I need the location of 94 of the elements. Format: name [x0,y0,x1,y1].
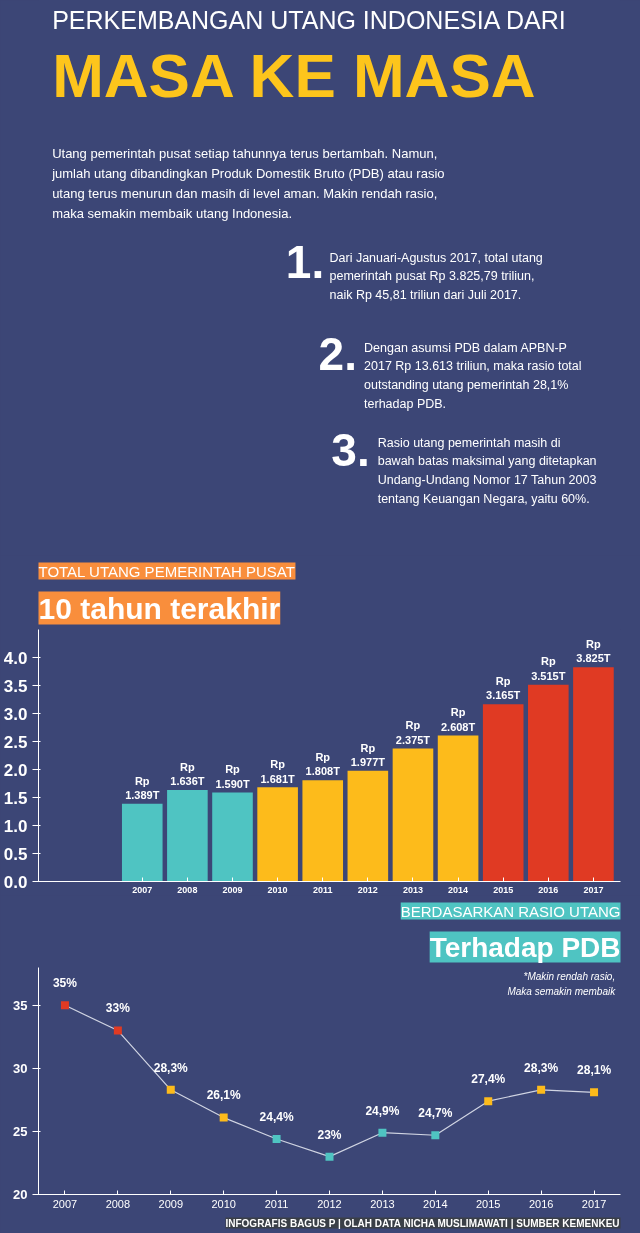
point [325,1152,334,1161]
y-tick-label: 4.0 [3,648,28,668]
y-tick-label: 0.0 [3,872,28,892]
bar [573,667,614,882]
x-tick-label: 2008 [105,1197,131,1210]
text: 1. [285,235,325,288]
bar [528,684,569,882]
bar [392,748,434,882]
data-label: Rp 3.165T [486,675,521,702]
y-tick-label: 30 [13,1060,28,1076]
x-tick-label: 2015 [475,1197,501,1210]
data-label: Rp 1.590T [215,763,250,790]
data-label: 24,7% [418,1106,453,1121]
x-tick-label: 2009 [222,884,243,895]
point [537,1085,546,1094]
bar [257,787,298,882]
data-label: Rp 1.636T [170,760,205,788]
data-label: 28,3% [524,1060,559,1075]
text: 3. [331,423,370,476]
point [431,1131,440,1140]
chart-title: BERDASARKAN RASIO UTANG [400,902,621,920]
point [60,1001,69,1010]
bar [437,735,479,882]
data-label: 24,4% [259,1109,294,1124]
bar [302,780,344,882]
y-tick-label: 3.5 [3,676,28,696]
bar [482,704,524,882]
x-tick-label: 2011 [264,1197,289,1210]
annotation: *Makin rendah rasio, Maka semakin membaik [507,971,617,997]
x-tick-label: 2017 [581,1197,607,1210]
data-label: Rp 3.825T [576,638,611,665]
data-label: Rp 1.681T [260,758,296,785]
x-tick-label: 2008 [177,884,198,895]
x-tick-label: 2012 [357,884,378,895]
point [272,1135,281,1144]
x-tick-label: 2012 [317,1197,342,1210]
data-label: Rp 3.515T [531,655,566,682]
x-tick-label: 2017 [583,884,604,895]
bar [121,803,163,882]
bar [347,770,389,882]
x-tick-label: 2013 [370,1197,395,1210]
data-label: Rp 2.608T [440,706,476,733]
x-tick-label: 2009 [158,1197,184,1210]
text: PERKEMBANGAN UTANG INDONESIA DARI [52,5,566,34]
chart-title: TOTAL UTANG PEMERINTAH PUSAT [38,562,295,580]
chart-subtitle: 10 tahun terakhir [38,591,281,625]
bar [167,789,208,882]
y-tick-label: 1.5 [3,788,28,808]
y-tick-label: 3.0 [3,704,28,724]
x-tick-label: 2014 [448,884,469,895]
y-tick-label: 2.0 [3,760,28,780]
chart-subtitle: Terhadap PDB [429,931,621,963]
data-label: 23% [317,1127,342,1142]
text: Rasio utang pemerintah masih di bawah batas maksimal yang ditetapkan Undang-Undang Nomor 17 Tahun 2003 tentang Keuangan Negara, yaitu 60%. [377,435,597,507]
point [219,1113,228,1122]
point [113,1026,122,1035]
point [590,1088,599,1097]
text: Dengan asumsi PDB dalam APBN-P 2017 Rp 13.613 triliun, maka rasio total outstanding utang pemerintah 28,1% terhadap PDB. [364,340,582,412]
x-tick-label: 2014 [423,1197,448,1210]
y-tick-label: 1.0 [3,816,28,836]
text: MASA KE MASA [52,40,536,110]
data-label: Rp 1.389T [125,774,160,801]
x-tick-label: 2011 [312,884,333,895]
x-tick-label: 2007 [132,884,153,895]
data-label: 33% [105,1001,131,1016]
x-tick-label: 2013 [402,884,423,895]
x-tick-label: 2010 [267,884,288,895]
data-label: 26,1% [206,1088,242,1103]
point [378,1128,387,1137]
data-label: 27,4% [471,1072,506,1087]
data-label: 24,9% [365,1103,400,1118]
data-label: Rp 2.375T [395,719,431,746]
y-tick-label: 0.5 [3,844,28,864]
data-label: 28,1% [577,1063,612,1078]
data-label: Rp 1.808T [305,751,341,778]
data-label: 35% [52,976,78,991]
x-tick-label: 2007 [52,1197,78,1210]
text: 2. [318,327,357,380]
x-tick-label: 2010 [211,1197,236,1210]
text: INFOGRAFIS BAGUS P | OLAH DATA NICHA MUSLIMAWATI | SUMBER KEMENKEU [225,1217,620,1229]
y-tick-label: 2.5 [3,732,28,752]
y-tick-label: 20 [13,1187,28,1202]
data-label: 28,3% [153,1060,189,1075]
text: Dari Januari-Agustus 2017, total utang pemerintah pusat Rp 3.825,79 triliun, naik Rp 45,81 triliun dari Juli 2017. [329,250,543,303]
y-tick-label: 35 [13,997,28,1013]
point [166,1085,175,1094]
bar [212,792,253,882]
y-tick-label: 25 [13,1123,28,1139]
x-tick-label: 2015 [493,884,514,895]
point [484,1097,493,1106]
text: Utang pemerintah pusat setiap tahunnya terus bertambah. Namun, jumlah utang dibandingkan Produk Domestik Bruto (PDB) atau rasio utang terus menurun dan masih di level aman. Makin rendah rasio, maka semakin membaik utang Indonesia. [51,145,445,222]
data-label: Rp 1.977T [350,741,386,768]
x-tick-label: 2016 [528,1197,554,1210]
x-tick-label: 2016 [538,884,559,895]
